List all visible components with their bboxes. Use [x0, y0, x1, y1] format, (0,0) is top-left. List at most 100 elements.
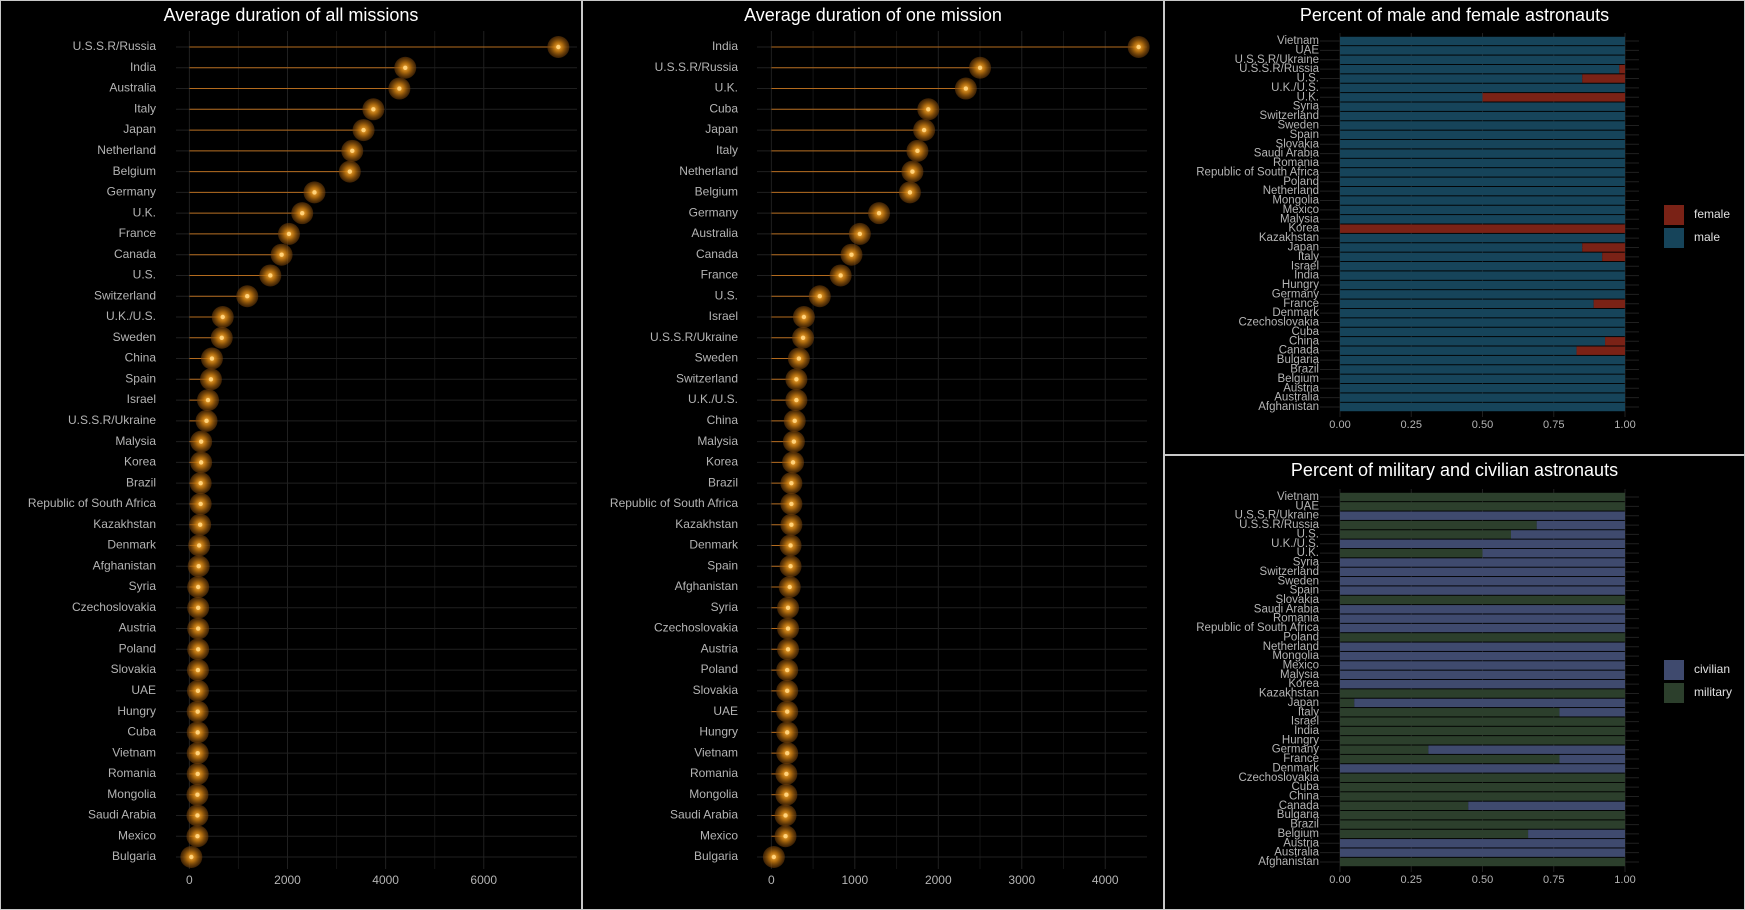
bar-male — [1340, 83, 1625, 93]
y-tick-label: Malysia — [1280, 669, 1320, 681]
y-tick-label: UAE — [713, 704, 738, 718]
lollipop-point — [196, 564, 201, 569]
y-tick-label: India — [1294, 270, 1320, 282]
bar-male — [1340, 355, 1625, 365]
bar-civilian — [1340, 764, 1625, 773]
y-tick-label: Korea — [1288, 223, 1319, 235]
y-tick-label: UAE — [1295, 44, 1319, 56]
y-tick-label: Slovakia — [1276, 138, 1320, 150]
y-tick-label: Canada — [1279, 800, 1320, 812]
bar-male — [1340, 140, 1625, 149]
bar-male — [1340, 327, 1625, 337]
bar-civilian — [1340, 577, 1625, 586]
y-tick-label: China — [707, 413, 739, 427]
y-tick-label: France — [701, 268, 739, 282]
y-tick-label: Germany — [107, 185, 156, 199]
y-tick-label: Brazil — [126, 475, 156, 489]
chart-title: Average duration of one mission — [744, 5, 1002, 25]
y-tick-label: Japan — [1288, 697, 1319, 709]
lollipop-point — [205, 397, 211, 403]
y-tick-label: Switzerland — [676, 371, 738, 385]
y-tick-label: Malysia — [697, 434, 738, 448]
bar-male — [1340, 177, 1625, 186]
y-tick-label: Israel — [1291, 260, 1319, 272]
y-tick-label: Canada — [1279, 345, 1320, 357]
lollipop-chart-one-mission: 0 1000 2000 3000 4000 India U.S.S.R/Russia U.K.… — [610, 31, 1150, 887]
y-tick-label: Mexico — [1283, 659, 1319, 671]
y-tick-label: Sweden — [1277, 575, 1319, 587]
y-tick-label: Switzerland — [1260, 110, 1319, 122]
bar-military — [1340, 520, 1537, 530]
y-tick-label: U.K./U.S. — [1271, 538, 1319, 550]
lollipop-point — [801, 314, 807, 320]
y-tick-label: U.K. — [1297, 91, 1319, 103]
y-tick-label: Hungry — [699, 725, 738, 739]
y-tick-label: Australia — [1274, 847, 1319, 859]
bar-civilian — [1340, 623, 1625, 633]
lollipop-point — [926, 107, 931, 112]
chart-panel-military: Percent of military and civilian astrona… — [1164, 455, 1745, 910]
legend-label-civilian: civilian — [1694, 662, 1730, 676]
lollipop-point — [857, 231, 863, 237]
y-tick-label: Mongolia — [107, 787, 156, 801]
y-tick-label: Mexico — [118, 828, 156, 842]
bar-military — [1340, 502, 1625, 511]
y-tick-label: Brazil — [1290, 363, 1319, 375]
y-tick-label: U.K./U.S. — [1271, 82, 1319, 94]
bar-civilian — [1340, 670, 1625, 680]
y-tick-label: Israel — [709, 309, 738, 323]
y-tick-label: Malysia — [115, 434, 156, 448]
bar-military — [1340, 726, 1625, 736]
bar-civilian — [1340, 539, 1625, 549]
lollipop-point — [195, 834, 200, 839]
lollipop-point — [220, 314, 225, 320]
y-tick-label: Austria — [1283, 837, 1319, 849]
y-tick-label: Vietnam — [1277, 35, 1319, 47]
lollipop-point — [790, 460, 796, 465]
y-tick-label: U.S.S.R/Ukraine — [650, 330, 738, 344]
bar-male — [1340, 186, 1625, 196]
y-tick-label: Saudi Arabia — [670, 808, 738, 822]
y-tick-label: Belgium — [1277, 373, 1319, 385]
lollipop-point — [785, 647, 791, 652]
y-tick-label: UAE — [1295, 500, 1319, 512]
y-tick-label: Syria — [711, 600, 739, 614]
bar-male — [1340, 262, 1625, 271]
y-tick-label: Germany — [1272, 288, 1320, 300]
x-tick-label: 0.00 — [1329, 419, 1350, 431]
y-tick-label: Slovakia — [693, 683, 739, 697]
y-tick-label: Saudi Arabia — [1254, 603, 1320, 615]
lollipop-point — [785, 709, 790, 714]
bar-civilian — [1482, 548, 1625, 558]
lollipop-point — [195, 626, 201, 631]
y-tick-label: Czechoslovakia — [72, 600, 156, 614]
y-tick-label: Canada — [696, 247, 738, 261]
chart-title: Percent of military and civilian astrona… — [1290, 460, 1619, 480]
y-tick-label: U.S. — [1297, 528, 1319, 540]
bar-male — [1340, 36, 1625, 46]
y-tick-label: France — [1283, 298, 1319, 310]
lollipop-point — [198, 460, 204, 465]
y-tick-label: U.K./U.S. — [688, 392, 738, 406]
y-tick-label: India — [1294, 725, 1320, 737]
bar-military — [1340, 792, 1625, 801]
y-tick-label: Belgium — [113, 164, 156, 178]
y-tick-label: Syria — [1293, 557, 1320, 569]
bar-male — [1340, 384, 1625, 393]
y-tick-label: Republic of South Africa — [1196, 622, 1319, 634]
lollipop-point — [787, 584, 792, 590]
y-tick-label: Romania — [108, 766, 156, 780]
y-tick-label: Republic of South Africa — [1196, 166, 1319, 178]
lollipop-point — [371, 107, 376, 112]
bar-male — [1340, 243, 1583, 252]
lollipop-point — [189, 854, 194, 860]
y-tick-label: Japan — [123, 122, 156, 136]
bar-male — [1340, 299, 1594, 308]
lollipop-point — [791, 439, 797, 444]
x-tick-label: 2000 — [925, 873, 952, 887]
y-tick-label: Cuba — [1292, 326, 1320, 338]
y-tick-label: U.S. — [133, 268, 156, 282]
lollipop-point — [300, 210, 305, 216]
y-tick-label: China — [1289, 791, 1320, 803]
y-tick-label: Slovakia — [1276, 594, 1320, 606]
